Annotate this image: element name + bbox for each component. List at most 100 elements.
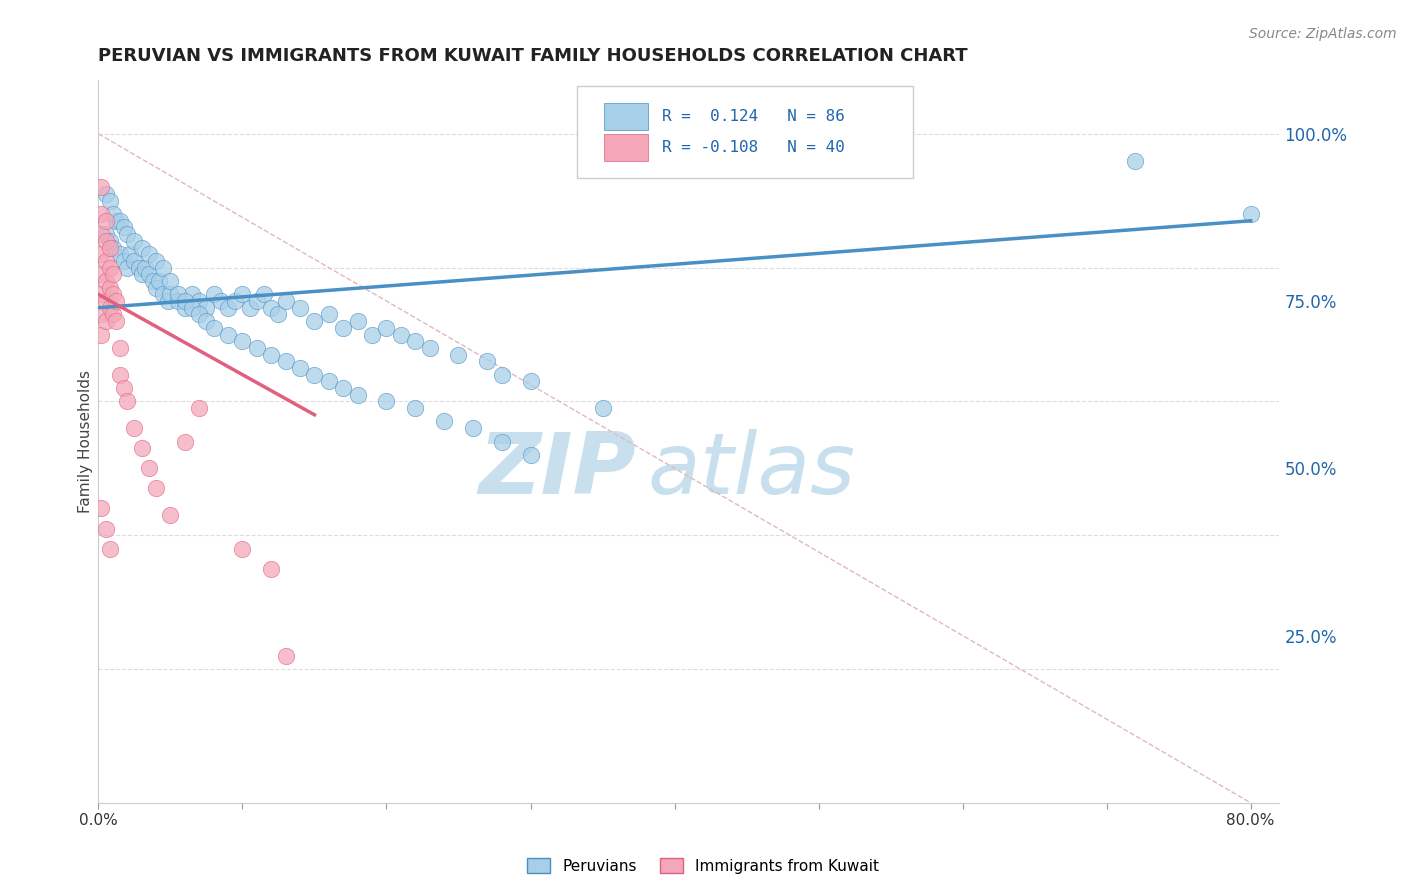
Point xyxy=(98,194,121,208)
FancyBboxPatch shape xyxy=(576,86,914,178)
Point xyxy=(592,401,614,416)
Point xyxy=(124,234,146,248)
Point xyxy=(260,348,283,362)
Point xyxy=(115,227,138,242)
Point xyxy=(112,254,135,268)
Point xyxy=(209,294,232,309)
Point xyxy=(195,301,218,315)
Point xyxy=(1125,153,1147,168)
Point xyxy=(101,241,124,255)
Point xyxy=(361,327,384,342)
Text: R = -0.108   N = 40: R = -0.108 N = 40 xyxy=(662,140,845,155)
Text: atlas: atlas xyxy=(648,429,856,512)
Point xyxy=(138,268,160,282)
Point xyxy=(101,307,124,322)
Point xyxy=(195,314,218,328)
Point xyxy=(98,241,121,255)
Point xyxy=(104,214,127,228)
Point xyxy=(477,354,499,368)
Point xyxy=(202,321,225,335)
Point xyxy=(94,187,117,202)
Point xyxy=(94,227,117,242)
Point xyxy=(318,375,340,389)
Point xyxy=(90,268,112,282)
Point xyxy=(231,287,253,301)
Point xyxy=(131,268,153,282)
Point xyxy=(231,541,253,556)
Point xyxy=(138,461,160,475)
Point xyxy=(90,307,112,322)
Point xyxy=(98,541,121,556)
Point xyxy=(90,180,112,194)
Point xyxy=(1240,207,1263,221)
Point xyxy=(304,368,326,382)
Point xyxy=(346,314,368,328)
Point xyxy=(188,294,211,309)
Point xyxy=(231,334,253,349)
FancyBboxPatch shape xyxy=(605,134,648,161)
Point xyxy=(90,327,112,342)
Point xyxy=(98,281,121,295)
Point xyxy=(461,421,484,435)
Point xyxy=(120,247,142,261)
Point xyxy=(94,521,117,535)
Point xyxy=(108,341,131,355)
Point xyxy=(115,260,138,275)
Point xyxy=(375,321,398,335)
Point xyxy=(159,274,181,288)
Point xyxy=(90,227,112,242)
Point xyxy=(108,247,131,261)
Point xyxy=(188,307,211,322)
Point xyxy=(104,294,127,309)
Point xyxy=(519,375,541,389)
Point xyxy=(447,348,470,362)
Point xyxy=(318,307,340,322)
Text: Source: ZipAtlas.com: Source: ZipAtlas.com xyxy=(1249,27,1396,41)
Point xyxy=(188,401,211,416)
Point xyxy=(131,442,153,455)
Point xyxy=(304,314,326,328)
Point xyxy=(491,434,513,449)
Point xyxy=(202,287,225,301)
Point xyxy=(246,341,269,355)
Point xyxy=(145,281,167,295)
Point xyxy=(267,307,290,322)
Point xyxy=(108,214,131,228)
Point xyxy=(90,501,112,516)
Point xyxy=(98,260,121,275)
Point xyxy=(131,241,153,255)
Point xyxy=(173,294,195,309)
Point xyxy=(101,287,124,301)
Point xyxy=(90,207,112,221)
Point xyxy=(128,260,150,275)
Point xyxy=(274,294,297,309)
Point xyxy=(115,394,138,409)
Point xyxy=(138,247,160,261)
Point xyxy=(90,247,112,261)
Point xyxy=(166,287,188,301)
Point xyxy=(260,562,283,576)
Point xyxy=(224,294,246,309)
FancyBboxPatch shape xyxy=(605,103,648,130)
Point xyxy=(94,314,117,328)
Point xyxy=(152,287,174,301)
Point xyxy=(159,508,181,523)
Point xyxy=(90,287,112,301)
Point xyxy=(332,381,354,395)
Point xyxy=(288,301,311,315)
Text: R =  0.124   N = 86: R = 0.124 N = 86 xyxy=(662,109,845,124)
Point xyxy=(145,482,167,496)
Point xyxy=(124,421,146,435)
Point xyxy=(94,294,117,309)
Point xyxy=(94,214,117,228)
Point xyxy=(253,287,276,301)
Point xyxy=(404,334,426,349)
Point xyxy=(148,274,170,288)
Point xyxy=(433,414,456,429)
Point xyxy=(217,301,239,315)
Point xyxy=(332,321,354,335)
Point xyxy=(145,254,167,268)
Point xyxy=(101,207,124,221)
Point xyxy=(246,294,269,309)
Y-axis label: Family Households: Family Households xyxy=(77,370,93,513)
